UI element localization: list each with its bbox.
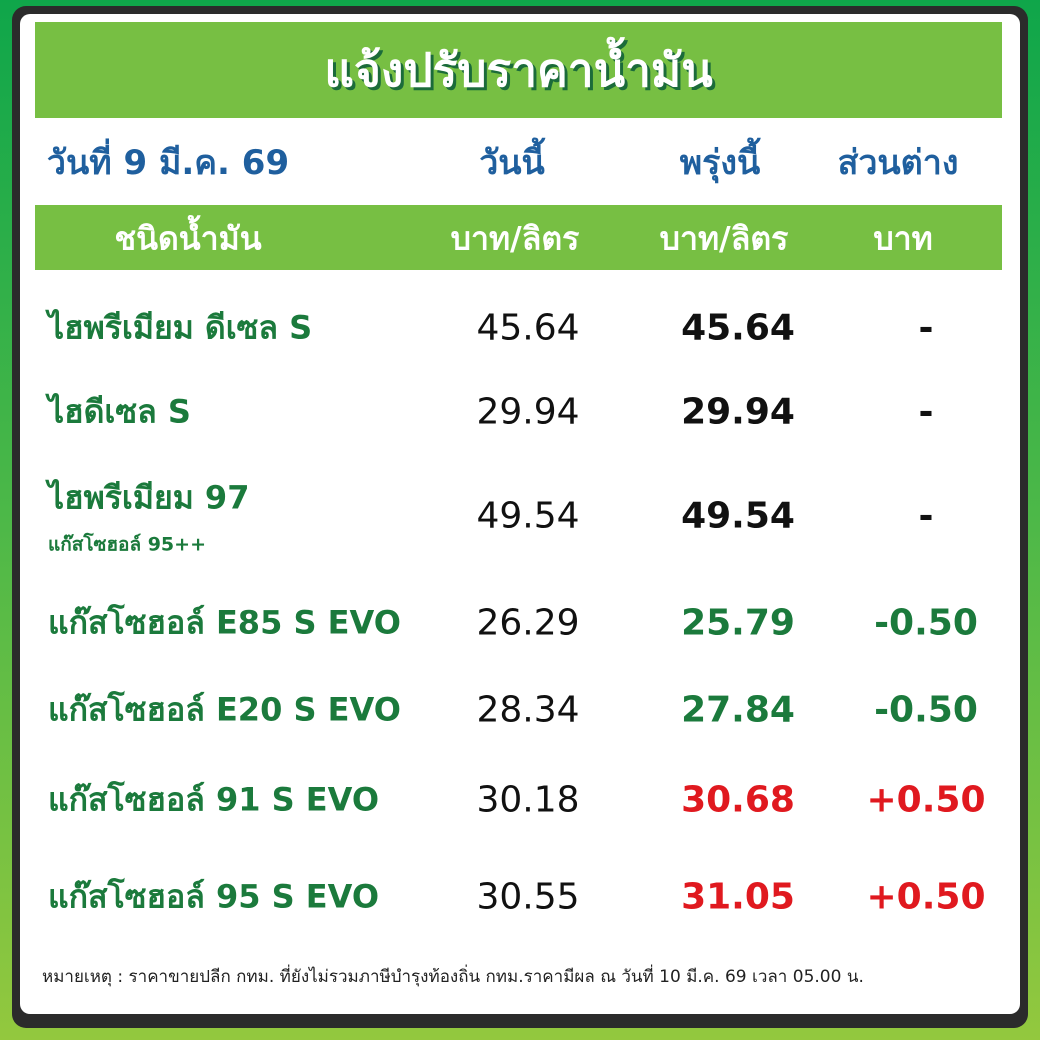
- price-today: 28.34: [476, 689, 580, 731]
- price-tomorrow: 30.68: [681, 779, 795, 821]
- header-today-unit: บาท/ลิตร: [450, 219, 580, 258]
- price-diff: -: [918, 307, 934, 349]
- fuel-name: ไฮพรีเมียม 97 แก๊สโซฮอล์ 95++: [48, 473, 249, 560]
- price-tomorrow: 45.64: [681, 307, 795, 349]
- header-diff-unit: บาท: [873, 219, 933, 258]
- header-tomorrow-unit: บาท/ลิตร: [659, 219, 789, 258]
- fuel-name-text: ไฮพรีเมียม 97: [48, 478, 250, 517]
- price-today: 49.54: [476, 495, 580, 537]
- price-today: 29.94: [476, 391, 580, 433]
- price-today: 26.29: [476, 602, 580, 644]
- col-diff: ส่วนต่าง: [837, 143, 959, 183]
- price-tomorrow: 31.05: [681, 876, 795, 918]
- page-title: แจ้งปรับราคาน้ำมัน: [35, 22, 1002, 118]
- fuel-name: แก๊สโซฮอล์ E20 S EVO: [48, 685, 401, 736]
- col-today: วันนี้: [479, 143, 545, 183]
- date-label: วันที่ 9 มี.ค. 69: [46, 143, 290, 183]
- price-diff: -0.50: [874, 602, 978, 644]
- fuel-name-text: ไฮดีเซล S: [48, 392, 191, 431]
- price-diff: -: [918, 495, 934, 537]
- price-diff: +0.50: [866, 779, 986, 821]
- price-tomorrow: 49.54: [681, 495, 795, 537]
- fuel-name: ไฮพรีเมียม ดีเซล S: [48, 303, 312, 354]
- price-today: 30.55: [476, 876, 580, 918]
- fuel-subname: แก๊สโซฮอล์ 95++: [48, 533, 206, 556]
- header-type: ชนิดน้ำมัน: [114, 219, 262, 258]
- price-tomorrow: 29.94: [681, 391, 795, 433]
- footnote: หมายเหตุ : ราคาขายปลีก กทม. ที่ยังไม่รวม…: [42, 967, 864, 987]
- price-diff: -0.50: [874, 689, 978, 731]
- col-tomorrow: พรุ่งนี้: [679, 143, 761, 183]
- header-bar: [35, 205, 1002, 270]
- fuel-name-text: แก๊สโซฮอล์ 95 S EVO: [48, 877, 380, 916]
- price-tomorrow: 27.84: [681, 689, 795, 731]
- fuel-name: แก๊สโซฮอล์ 95 S EVO: [48, 872, 379, 923]
- price-diff: -: [918, 391, 934, 433]
- price-today: 45.64: [476, 307, 580, 349]
- fuel-name-text: แก๊สโซฮอล์ E20 S EVO: [48, 690, 401, 729]
- fuel-name: แก๊สโซฮอล์ 91 S EVO: [48, 775, 379, 826]
- fuel-name-text: แก๊สโซฮอล์ 91 S EVO: [48, 780, 380, 819]
- fuel-name-text: แก๊สโซฮอล์ E85 S EVO: [48, 603, 401, 642]
- price-today: 30.18: [476, 779, 580, 821]
- price-card: [20, 14, 1020, 1014]
- fuel-name-text: ไฮพรีเมียม ดีเซล S: [48, 308, 313, 347]
- fuel-name: ไฮดีเซล S: [48, 387, 191, 438]
- price-diff: +0.50: [866, 876, 986, 918]
- fuel-name: แก๊สโซฮอล์ E85 S EVO: [48, 598, 401, 649]
- price-tomorrow: 25.79: [681, 602, 795, 644]
